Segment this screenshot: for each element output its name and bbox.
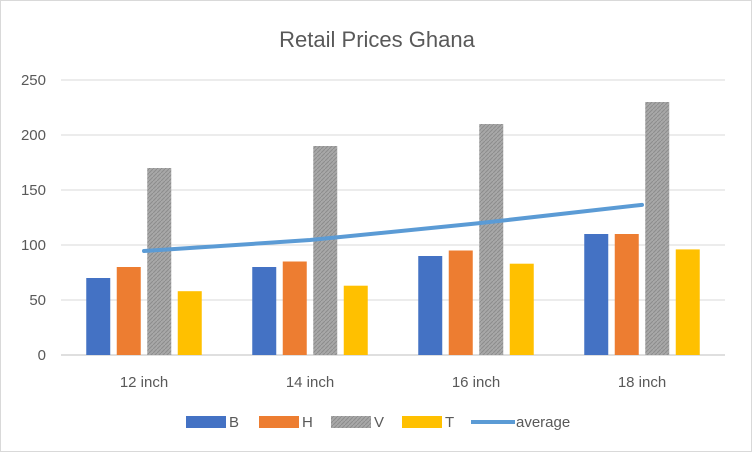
- bar-t-14-inch: [343, 285, 368, 355]
- bar-b-12-inch: [86, 278, 111, 355]
- bar-v-14-inch: [313, 146, 338, 355]
- legend-label: average: [516, 414, 570, 431]
- bar-v-16-inch: [479, 124, 504, 355]
- bar-h-18-inch: [614, 234, 639, 355]
- bar-v-18-inch: [645, 102, 670, 355]
- bar-b-18-inch: [584, 234, 609, 355]
- bar-b-16-inch: [418, 256, 443, 355]
- bar-b-14-inch: [252, 267, 277, 355]
- chart-title: Retail Prices Ghana: [279, 27, 475, 52]
- bar-v-12-inch: [147, 168, 172, 355]
- legend-label: T: [445, 414, 454, 431]
- legend-swatch-h: [259, 416, 299, 428]
- legend-label: V: [374, 414, 384, 431]
- legend-label: B: [229, 414, 239, 431]
- bar-t-16-inch: [509, 263, 534, 355]
- x-axis-ticks: 12 inch 14 inch 16 inch 18 inch: [120, 374, 666, 391]
- y-tick-label: 50: [29, 292, 46, 309]
- bar-h-14-inch: [282, 261, 307, 355]
- bar-h-16-inch: [448, 250, 473, 355]
- y-tick-label: 100: [21, 237, 46, 254]
- line-series: [142, 202, 644, 254]
- bar-t-18-inch: [675, 249, 700, 355]
- y-axis-ticks: 0 50 100 150 200 250: [21, 72, 46, 364]
- line-average: [142, 202, 644, 254]
- x-tick-label: 12 inch: [120, 374, 168, 391]
- bar-t-12-inch: [177, 291, 202, 355]
- legend-label: H: [302, 414, 313, 431]
- y-tick-label: 150: [21, 182, 46, 199]
- x-tick-label: 18 inch: [618, 374, 666, 391]
- legend-swatch-v: [331, 416, 371, 428]
- x-tick-label: 16 inch: [452, 374, 500, 391]
- legend-swatch-t: [402, 416, 442, 428]
- legend-swatch-b: [186, 416, 226, 428]
- bar-h-12-inch: [116, 267, 141, 355]
- x-tick-label: 14 inch: [286, 374, 334, 391]
- bars: [86, 102, 700, 355]
- y-tick-label: 0: [38, 347, 46, 364]
- gridlines: [61, 79, 725, 356]
- y-tick-label: 200: [21, 127, 46, 144]
- y-tick-label: 250: [21, 72, 46, 89]
